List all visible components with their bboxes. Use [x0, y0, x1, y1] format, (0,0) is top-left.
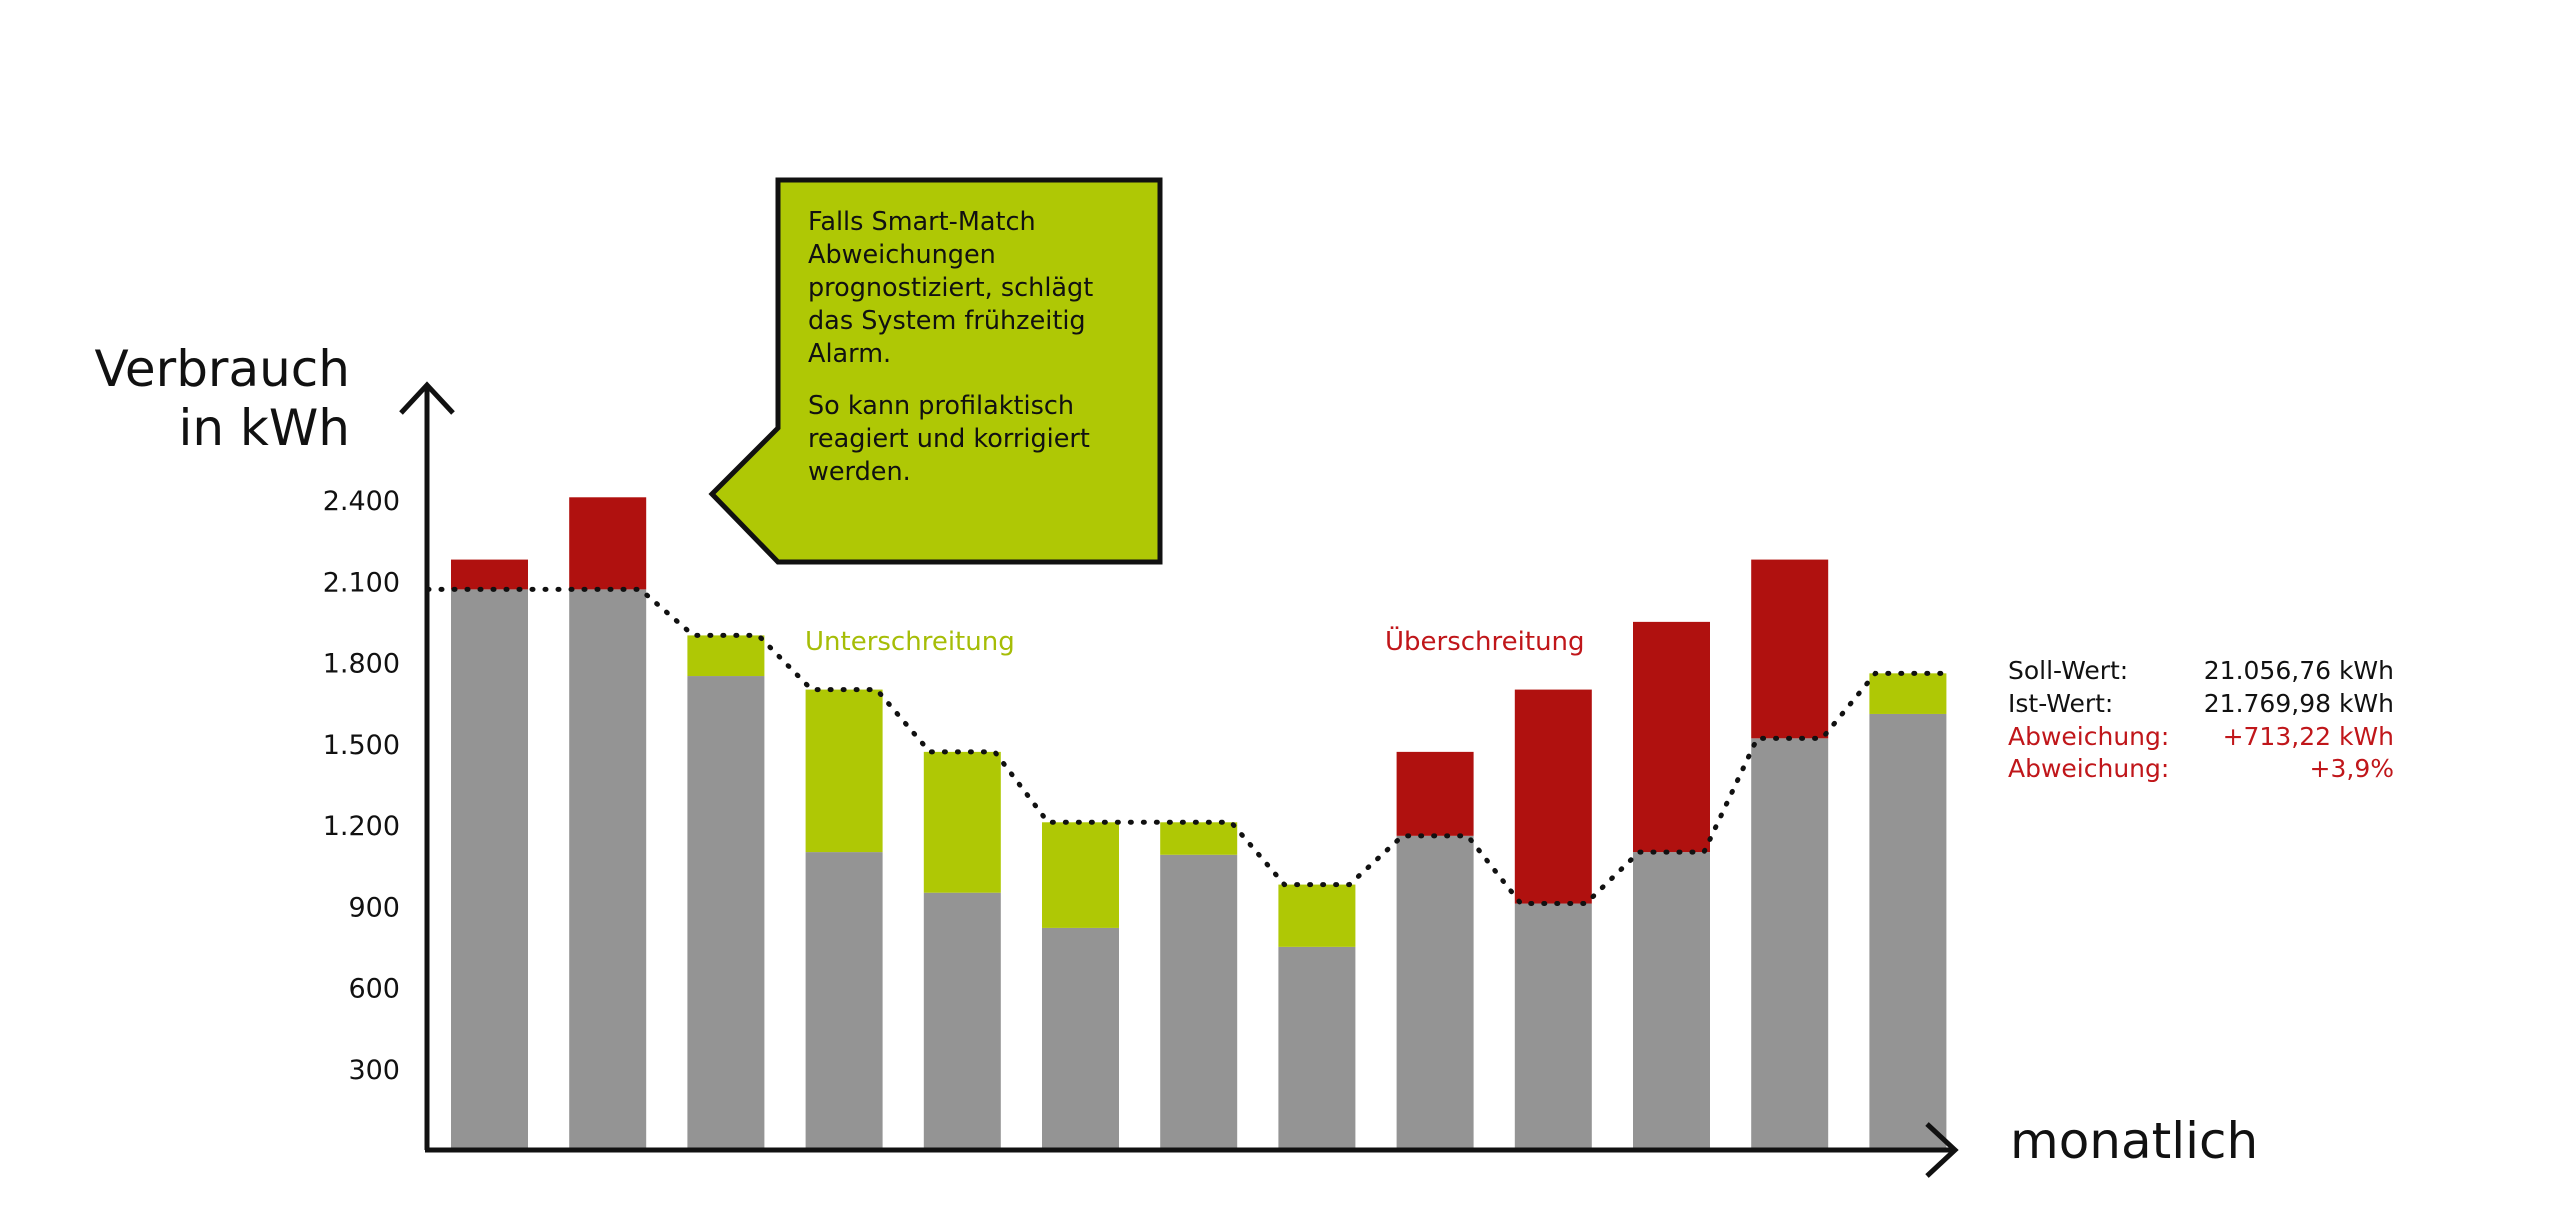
bar-base: [805, 852, 883, 1150]
bar-underrun: [1160, 822, 1238, 855]
bar-base: [1751, 738, 1829, 1150]
bar-overrun: [569, 497, 647, 590]
summary-row-soll: Soll-Wert: 21.056,76 kWh: [2008, 655, 2394, 688]
summary-value: 21.769,98 kWh: [2203, 688, 2394, 718]
y-tick-label: 1.500: [323, 730, 400, 761]
bars-group: [451, 497, 1947, 1150]
bar-base: [1278, 946, 1356, 1150]
axes-group: [399, 381, 1959, 1178]
bar-overrun: [1396, 751, 1474, 836]
bar-base: [1633, 852, 1710, 1150]
bar-underrun: [1278, 884, 1356, 947]
bar-base: [569, 589, 647, 1150]
bar-overrun: [1633, 621, 1710, 853]
summary-panel: Soll-Wert: 21.056,76 kWh Ist-Wert: 21.76…: [2008, 655, 2394, 786]
y-axis-title-line1: Verbrauch: [94, 340, 350, 398]
callout-box: [708, 177, 1163, 565]
y-axis-title: Verbrauch in kWh: [95, 340, 350, 458]
bar-underrun: [1042, 822, 1119, 928]
bar-underrun: [687, 635, 765, 677]
summary-value: +3,9%: [2309, 754, 2394, 784]
bar-base: [687, 676, 765, 1150]
summary-row-ist: Ist-Wert: 21.769,98 kWh: [2008, 688, 2394, 721]
summary-label: Abweichung:: [2008, 721, 2170, 751]
bar-base: [451, 589, 528, 1150]
bar-overrun: [1514, 689, 1592, 904]
x-axis-arrow: [1925, 1122, 1959, 1178]
summary-label: Ist-Wert:: [2008, 688, 2114, 718]
bar-base: [1042, 927, 1119, 1150]
y-tick-label: 2.400: [323, 486, 400, 517]
bar-overrun: [1751, 559, 1829, 739]
over-label: Überschreitung: [1385, 627, 1585, 657]
callout-paragraph-2: So kann profilaktisch reagiert und korri…: [808, 391, 1090, 488]
bar-base: [1160, 854, 1238, 1150]
summary-value: 21.056,76 kWh: [2203, 656, 2394, 685]
y-axis-title-line2: in kWh: [178, 399, 350, 457]
bar-underrun: [923, 751, 1001, 893]
y-tick-label: 600: [348, 974, 400, 1005]
under-label: Unterschreitung: [805, 627, 1015, 657]
y-tick-label: 1.800: [323, 649, 400, 680]
bar-base: [1514, 903, 1592, 1150]
summary-row-deviation-kwh: Abweichung: +713,22 kWh: [2008, 721, 2394, 754]
bar-overrun: [451, 559, 528, 590]
summary-value: +713,22 kWh: [2222, 721, 2394, 751]
summary-row-deviation-percent: Abweichung: +3,9%: [2008, 753, 2394, 786]
y-tick-label: 1.200: [323, 811, 400, 842]
y-tick-label: 300: [348, 1055, 400, 1086]
bar-underrun: [805, 689, 883, 853]
callout-text: Falls Smart-Match Abweichungen prognosti…: [808, 206, 1128, 509]
bar-base: [1396, 835, 1474, 1150]
y-axis-arrow: [399, 381, 455, 415]
summary-label: Soll-Wert:: [2008, 656, 2129, 685]
bar-base: [923, 892, 1001, 1150]
bar-underrun: [1869, 673, 1947, 714]
y-ticks-group: 300 600 900 1.200 1.500 1.800 2.100 2.400: [323, 486, 400, 1086]
summary-label: Abweichung:: [2008, 754, 2170, 784]
y-tick-label: 900: [348, 892, 400, 923]
soll-line: [425, 586, 1951, 907]
y-tick-label: 2.100: [323, 567, 400, 598]
callout-paragraph-1: Falls Smart-Match Abweichungen prognosti…: [808, 207, 1094, 369]
x-axis-title: monatlich: [2010, 1112, 2259, 1170]
bar-base: [1869, 713, 1947, 1150]
